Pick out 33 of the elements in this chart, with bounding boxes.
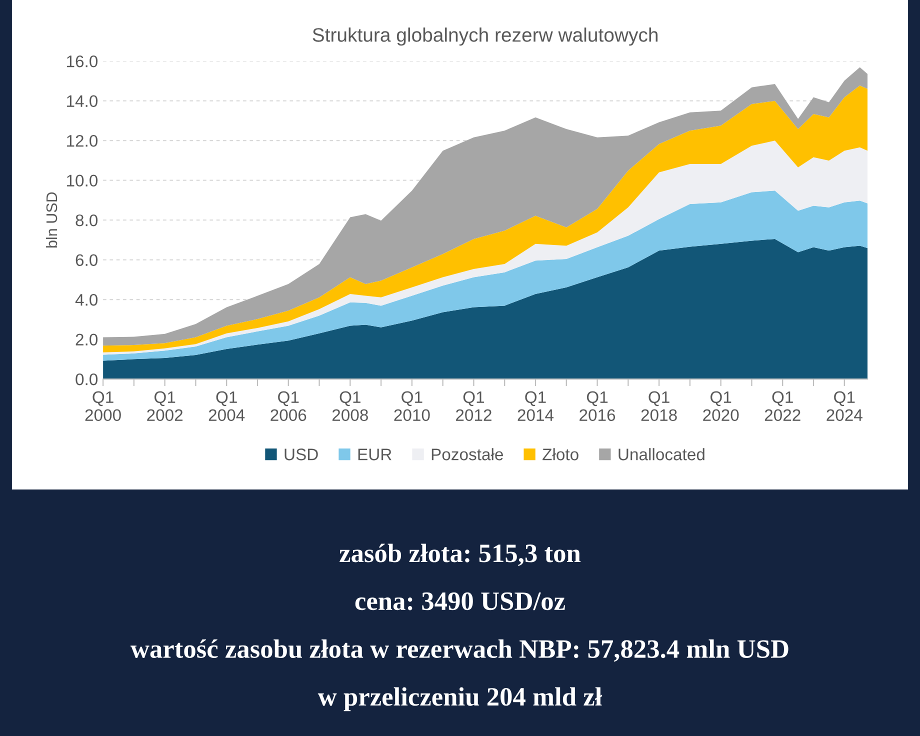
x-tick-label: Q1 2018 bbox=[641, 391, 677, 422]
chart-title: Struktura globalnych rezerw walutowych bbox=[312, 28, 658, 46]
x-tick-label: Q1 2006 bbox=[270, 391, 306, 422]
legend-label: Pozostałe bbox=[432, 448, 503, 460]
x-tick-label: Q1 2014 bbox=[518, 391, 554, 422]
x-tick-label: Q1 2022 bbox=[764, 391, 800, 422]
y-axis-title: bln USD bbox=[46, 192, 58, 248]
y-tick-label: 0.0 bbox=[76, 373, 98, 386]
x-tick-label: Q1 2016 bbox=[580, 391, 616, 422]
x-tick-label: Q1 2004 bbox=[208, 391, 245, 422]
y-tick-label: 2.0 bbox=[76, 334, 98, 346]
x-tick-label: Q1 2000 bbox=[85, 391, 121, 422]
y-tick-label: 4.0 bbox=[75, 294, 98, 306]
text: cena: 3490 USD/oz bbox=[355, 592, 565, 610]
x-tick-label: Q1 2008 bbox=[332, 391, 368, 422]
legend-label: EUR bbox=[358, 448, 392, 460]
text: w przeliczeniu 204 mld zł bbox=[318, 687, 602, 712]
legend-label: Unallocated bbox=[618, 448, 704, 460]
y-tick-label: 14.0 bbox=[67, 95, 98, 108]
y-tick-label: 16.0 bbox=[67, 55, 98, 68]
legend-label: USD bbox=[284, 448, 318, 460]
x-tick-label: Q1 2010 bbox=[394, 391, 430, 422]
legend-label: Złoto bbox=[542, 448, 578, 460]
y-tick-label: 8.0 bbox=[76, 214, 98, 226]
x-tick-label: Q1 2002 bbox=[147, 391, 183, 422]
text: wartość zasobu złota w rezerwach NBP: 57,823.4 mln USD bbox=[130, 639, 788, 662]
x-tick-label: Q1 2020 bbox=[703, 391, 739, 422]
y-tick-label: 12.0 bbox=[67, 134, 98, 147]
x-tick-label: Q1 2024 bbox=[826, 391, 862, 422]
x-tick-label: Q1 2012 bbox=[456, 391, 492, 422]
y-tick-label: 10.0 bbox=[67, 174, 98, 187]
y-tick-label: 6.0 bbox=[76, 254, 98, 266]
text: zasób złota: 515,3 ton bbox=[340, 544, 581, 566]
